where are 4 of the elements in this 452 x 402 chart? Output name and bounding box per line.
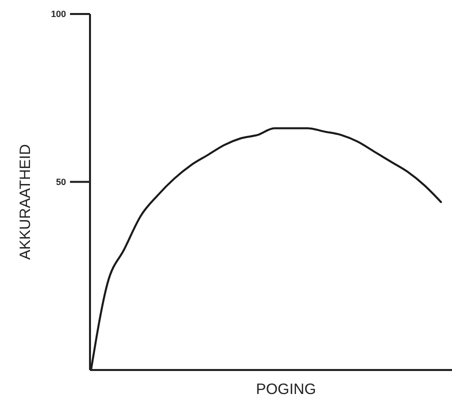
y-axis-title: AKKURAATHEID	[17, 144, 34, 260]
y-tick-label: 50	[56, 177, 66, 188]
x-axis-title: POGING	[256, 381, 316, 398]
y-tick-label: 100	[50, 9, 66, 20]
